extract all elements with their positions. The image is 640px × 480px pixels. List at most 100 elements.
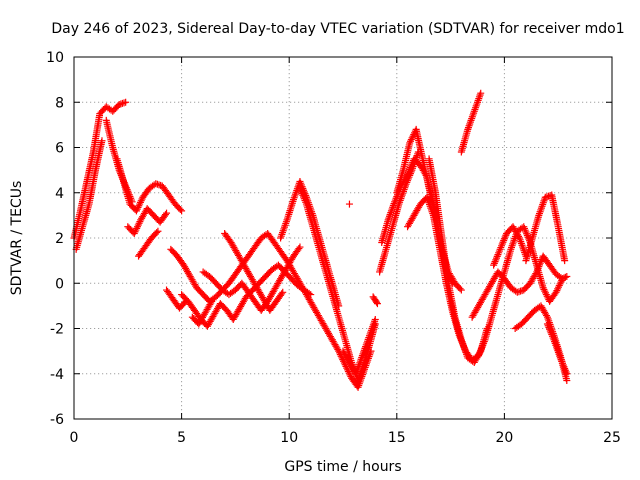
data-point <box>207 299 215 307</box>
data-point <box>176 205 184 213</box>
data-point <box>540 285 548 293</box>
x-tick-label: 20 <box>495 430 513 446</box>
y-tick-label: 0 <box>55 276 64 292</box>
y-tick-label: -4 <box>50 367 64 383</box>
data-point <box>296 243 304 251</box>
series-track-1 <box>70 98 130 242</box>
data-point <box>563 377 571 385</box>
data-point <box>522 252 530 260</box>
data-point <box>334 346 342 354</box>
x-tick-label: 5 <box>177 430 186 446</box>
series-track-13 <box>328 336 375 391</box>
data-point <box>134 203 142 211</box>
data-point <box>552 288 560 296</box>
data-point <box>346 371 354 379</box>
data-point <box>132 226 140 234</box>
data-point <box>542 289 550 297</box>
data-point <box>345 200 353 208</box>
data-point <box>343 364 351 372</box>
y-tick-label: -6 <box>50 412 64 428</box>
series-track-16 <box>345 200 353 208</box>
data-point <box>181 299 189 307</box>
series-track-2 <box>72 137 106 253</box>
data-point <box>483 325 491 332</box>
y-axis-label: SDTVAR / TECUs <box>9 181 25 296</box>
data-point <box>373 300 381 308</box>
data-point <box>367 347 375 355</box>
series-track-5 <box>124 205 171 237</box>
data-point <box>543 312 551 320</box>
series-track-25 <box>522 191 569 265</box>
x-tick-label: 10 <box>280 430 298 446</box>
data-point <box>561 257 569 265</box>
data-marks <box>70 89 571 391</box>
data-point <box>161 211 169 219</box>
plot-frame <box>73 56 613 420</box>
data-point <box>532 270 540 278</box>
data-point <box>371 315 379 323</box>
series-track-10 <box>221 229 287 314</box>
x-tick-label: 15 <box>388 430 406 446</box>
data-point <box>130 229 138 237</box>
data-point <box>373 298 381 306</box>
data-point <box>163 209 171 217</box>
y-tick-label: 10 <box>46 50 64 66</box>
series-track-27 <box>543 320 571 378</box>
data-point <box>477 89 485 97</box>
series-track-28 <box>188 297 216 328</box>
data-point <box>137 197 145 205</box>
data-point <box>341 361 349 369</box>
data-point <box>553 287 561 295</box>
series-track-15 <box>369 293 381 308</box>
data-point <box>131 228 139 236</box>
data-point <box>279 288 287 296</box>
series-track-21 <box>425 155 491 366</box>
data-point <box>153 229 161 237</box>
data-point <box>132 207 140 215</box>
data-point <box>135 219 143 227</box>
series-track-23 <box>468 252 571 321</box>
data-point <box>407 137 415 145</box>
y-tick-label: -2 <box>50 322 64 338</box>
data-point <box>345 369 353 377</box>
data-point <box>457 286 465 294</box>
data-point <box>563 272 571 280</box>
data-point <box>555 282 563 290</box>
data-point <box>133 224 141 232</box>
data-point <box>556 280 564 288</box>
x-axis-label: GPS time / hours <box>284 459 401 475</box>
series-track-6 <box>135 227 162 260</box>
tick-labels: 0 5 10 15 20 25 -6 -4 -2 0 2 4 6 8 10 <box>46 50 621 446</box>
data-point <box>307 291 315 299</box>
data-point <box>344 367 352 375</box>
data-point <box>515 232 523 240</box>
data-point <box>136 218 144 226</box>
series-track-29 <box>163 286 190 312</box>
x-tick-label: 25 <box>603 430 621 446</box>
data-point <box>136 198 144 206</box>
data-point <box>135 202 143 210</box>
data-point <box>539 284 547 292</box>
data-point <box>154 227 162 235</box>
series-track-24 <box>511 302 571 385</box>
series-track-22 <box>457 89 485 156</box>
data-point <box>407 136 415 144</box>
series-track-9 <box>199 243 304 314</box>
y-tick-label: 6 <box>55 141 64 157</box>
data-point <box>182 297 190 305</box>
data-point <box>408 134 416 142</box>
data-point <box>476 349 484 357</box>
data-point <box>561 273 569 281</box>
y-tick-label: 8 <box>55 95 64 111</box>
data-point <box>98 137 106 145</box>
series-track-11 <box>277 177 343 310</box>
data-point <box>134 221 142 229</box>
data-point <box>542 291 550 299</box>
y-tick-label: 4 <box>55 186 64 202</box>
data-point <box>278 290 286 298</box>
data-point <box>208 297 216 305</box>
data-point <box>295 245 303 253</box>
data-point <box>342 362 350 370</box>
data-point <box>133 223 141 231</box>
